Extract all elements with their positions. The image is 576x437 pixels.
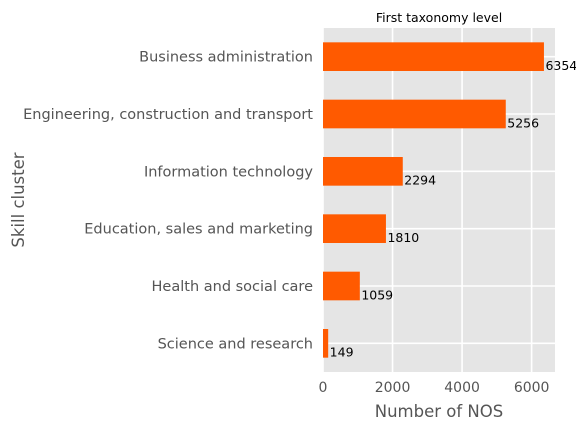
- x-tick-labels: 0 2000 4000 6000: [319, 380, 550, 396]
- bar: [323, 271, 360, 301]
- bar: [323, 99, 506, 129]
- x-tick-label: 6000: [514, 380, 550, 396]
- y-axis-title: Skill cluster: [9, 152, 28, 247]
- bar-value-label: 5256: [507, 115, 539, 130]
- bar-value-label: 2294: [404, 173, 436, 188]
- data-labels: 6354 5256 2294 1810 1059 149: [330, 58, 576, 360]
- bar-value-label: 1059: [361, 287, 393, 302]
- x-tick-label: 4000: [444, 380, 480, 396]
- bar-value-label: 149: [330, 345, 354, 360]
- category-label: Science and research: [158, 336, 313, 352]
- plot-background: [323, 28, 555, 372]
- bar: [323, 42, 544, 71]
- category-label: Education, sales and marketing: [84, 222, 313, 238]
- chart-title: First taxonomy level: [376, 10, 502, 25]
- category-label: Engineering, construction and transport: [23, 107, 313, 123]
- bar: [323, 214, 386, 243]
- category-labels: Business administration Engineering, cons…: [23, 50, 313, 353]
- x-tick-label: 0: [319, 380, 328, 396]
- bar: [323, 157, 403, 186]
- category-label: Information technology: [144, 164, 313, 180]
- x-axis-title: Number of NOS: [375, 402, 503, 421]
- bars: [323, 42, 544, 358]
- category-label: Health and social care: [152, 279, 314, 295]
- bar-value-label: 1810: [387, 230, 419, 245]
- x-tick-label: 2000: [375, 380, 411, 396]
- category-label: Business administration: [139, 50, 313, 66]
- bar-value-label: 6354: [545, 58, 576, 73]
- bar: [323, 329, 329, 358]
